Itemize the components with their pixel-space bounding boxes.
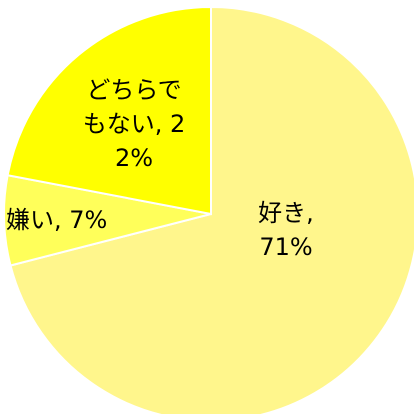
label-value: 7% xyxy=(69,206,108,234)
label-separator: , xyxy=(306,199,314,227)
data-label: どちらでもない, 22% xyxy=(78,73,190,175)
label-value: 22% xyxy=(114,110,186,172)
label-separator: , xyxy=(54,206,62,234)
label-value: 71% xyxy=(259,233,313,261)
label-category: 好き xyxy=(258,199,307,227)
data-label: 好き, 71% xyxy=(248,196,324,264)
label-category: どちらでもない xyxy=(82,76,182,138)
label-category: 嫌い xyxy=(6,206,54,234)
pie-slice xyxy=(6,5,212,216)
label-separator: , xyxy=(154,110,163,138)
data-label: 嫌い, 7% xyxy=(6,203,146,237)
pie-slice xyxy=(9,5,414,414)
